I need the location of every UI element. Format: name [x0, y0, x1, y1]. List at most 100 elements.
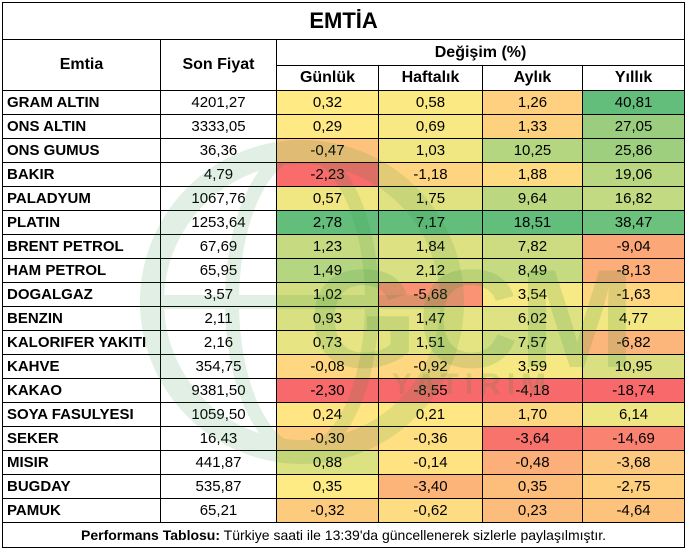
last-price: 3,57 — [160, 282, 277, 307]
change-monthly: 8,49 — [482, 258, 583, 283]
footer-label: Performans Tablosu: — [81, 527, 221, 543]
commodity-name: BENZIN — [2, 306, 161, 331]
last-price: 354,75 — [160, 354, 277, 379]
commodity-name: KALORIFER YAKITI — [2, 330, 161, 355]
change-yearly: -4,64 — [581, 498, 686, 523]
table-row: BENZIN 2,11 0,93 1,47 6,02 4,77 — [2, 306, 686, 331]
change-yearly: 6,14 — [581, 402, 686, 427]
change-daily: -0,30 — [276, 426, 379, 451]
change-monthly: 1,88 — [482, 162, 583, 187]
commodity-name: ONS ALTIN — [2, 114, 161, 139]
table-row: ONS GUMUS 36,36 -0,47 1,03 10,25 25,86 — [2, 138, 686, 163]
change-daily: 1,02 — [276, 282, 379, 307]
header-daily: Günlük — [276, 65, 379, 91]
change-monthly: 3,59 — [482, 354, 583, 379]
change-yearly: 25,86 — [581, 138, 686, 163]
change-weekly: -5,68 — [378, 282, 483, 307]
last-price: 16,43 — [160, 426, 277, 451]
change-yearly: -8,13 — [581, 258, 686, 283]
table-row: HAM PETROL 65,95 1,49 2,12 8,49 -8,13 — [2, 258, 686, 283]
change-daily: -0,47 — [276, 138, 379, 163]
last-price: 36,36 — [160, 138, 277, 163]
change-daily: 2,78 — [276, 210, 379, 235]
change-daily: -2,30 — [276, 378, 379, 403]
header-weekly: Haftalık — [378, 65, 483, 91]
change-weekly: -1,18 — [378, 162, 483, 187]
change-daily: 0,35 — [276, 474, 379, 499]
last-price: 535,87 — [160, 474, 277, 499]
table-row: SOYA FASULYESI 1059,50 0,24 0,21 1,70 6,14 — [2, 402, 686, 427]
change-weekly: -8,55 — [378, 378, 483, 403]
last-price: 67,69 — [160, 234, 277, 259]
change-monthly: 6,02 — [482, 306, 583, 331]
change-weekly: -3,40 — [378, 474, 483, 499]
last-price: 9381,50 — [160, 378, 277, 403]
table-row: PALADYUM 1067,76 0,57 1,75 9,64 16,82 — [2, 186, 686, 211]
change-weekly: 1,03 — [378, 138, 483, 163]
header-commodity: Emtia — [2, 39, 161, 91]
commodity-name: ONS GUMUS — [2, 138, 161, 163]
change-yearly: -14,69 — [581, 426, 686, 451]
last-price: 4201,27 — [160, 90, 277, 115]
change-weekly: -0,36 — [378, 426, 483, 451]
change-yearly: 16,82 — [581, 186, 686, 211]
last-price: 65,21 — [160, 498, 277, 523]
change-daily: -0,32 — [276, 498, 379, 523]
change-monthly: 1,33 — [482, 114, 583, 139]
table-row: PLATIN 1253,64 2,78 7,17 18,51 38,47 — [2, 210, 686, 235]
commodity-name: GRAM ALTIN — [2, 90, 161, 115]
change-weekly: 1,51 — [378, 330, 483, 355]
change-monthly: 10,25 — [482, 138, 583, 163]
header-yearly: Yıllık — [581, 65, 686, 91]
change-yearly: -18,74 — [581, 378, 686, 403]
change-monthly: 3,54 — [482, 282, 583, 307]
table-row: BUGDAY 535,87 0,35 -3,40 0,35 -2,75 — [2, 474, 686, 499]
table-body: GRAM ALTIN 4201,27 0,32 0,58 1,26 40,81 ONS AL… — [2, 90, 686, 523]
commodity-name: BRENT PETROL — [2, 234, 161, 259]
change-yearly: 40,81 — [581, 90, 686, 115]
table-title: EMTİA — [1, 2, 686, 40]
footer-text: Türkiye saati ile 13:39'da güncellenerek… — [220, 527, 607, 543]
change-weekly: 2,12 — [378, 258, 483, 283]
change-yearly: 10,95 — [581, 354, 686, 379]
change-monthly: 1,70 — [482, 402, 583, 427]
change-weekly: 7,17 — [378, 210, 483, 235]
change-yearly: -1,63 — [581, 282, 686, 307]
table-row: PAMUK 65,21 -0,32 -0,62 0,23 -4,64 — [2, 498, 686, 523]
last-price: 2,11 — [160, 306, 277, 331]
change-yearly: -6,82 — [581, 330, 686, 355]
change-yearly: -2,75 — [581, 474, 686, 499]
change-daily: 0,29 — [276, 114, 379, 139]
change-weekly: 0,58 — [378, 90, 483, 115]
change-monthly: 9,64 — [482, 186, 583, 211]
commodity-name: PALADYUM — [2, 186, 161, 211]
change-weekly: 0,69 — [378, 114, 483, 139]
change-yearly: -9,04 — [581, 234, 686, 259]
change-monthly: 0,23 — [482, 498, 583, 523]
change-daily: 1,23 — [276, 234, 379, 259]
table-row: ONS ALTIN 3333,05 0,29 0,69 1,33 27,05 — [2, 114, 686, 139]
last-price: 1059,50 — [160, 402, 277, 427]
commodity-name: BUGDAY — [2, 474, 161, 499]
change-monthly: 0,35 — [482, 474, 583, 499]
change-monthly: 7,82 — [482, 234, 583, 259]
change-monthly: 7,57 — [482, 330, 583, 355]
header-monthly: Aylık — [482, 65, 583, 91]
table-row: KALORIFER YAKITI 2,16 0,73 1,51 7,57 -6,82 — [2, 330, 686, 355]
change-daily: -0,08 — [276, 354, 379, 379]
change-daily: 1,49 — [276, 258, 379, 283]
change-weekly: -0,14 — [378, 450, 483, 475]
change-weekly: -0,92 — [378, 354, 483, 379]
commodity-name: DOGALGAZ — [2, 282, 161, 307]
commodity-name: SEKER — [2, 426, 161, 451]
change-weekly: 0,21 — [378, 402, 483, 427]
commodity-name: PAMUK — [2, 498, 161, 523]
change-daily: 0,73 — [276, 330, 379, 355]
change-yearly: 19,06 — [581, 162, 686, 187]
table-row: KAKAO 9381,50 -2,30 -8,55 -4,18 -18,74 — [2, 378, 686, 403]
commodity-name: BAKIR — [2, 162, 161, 187]
change-yearly: 38,47 — [581, 210, 686, 235]
change-yearly: 27,05 — [581, 114, 686, 139]
header-last-price: Son Fiyat — [160, 39, 277, 91]
